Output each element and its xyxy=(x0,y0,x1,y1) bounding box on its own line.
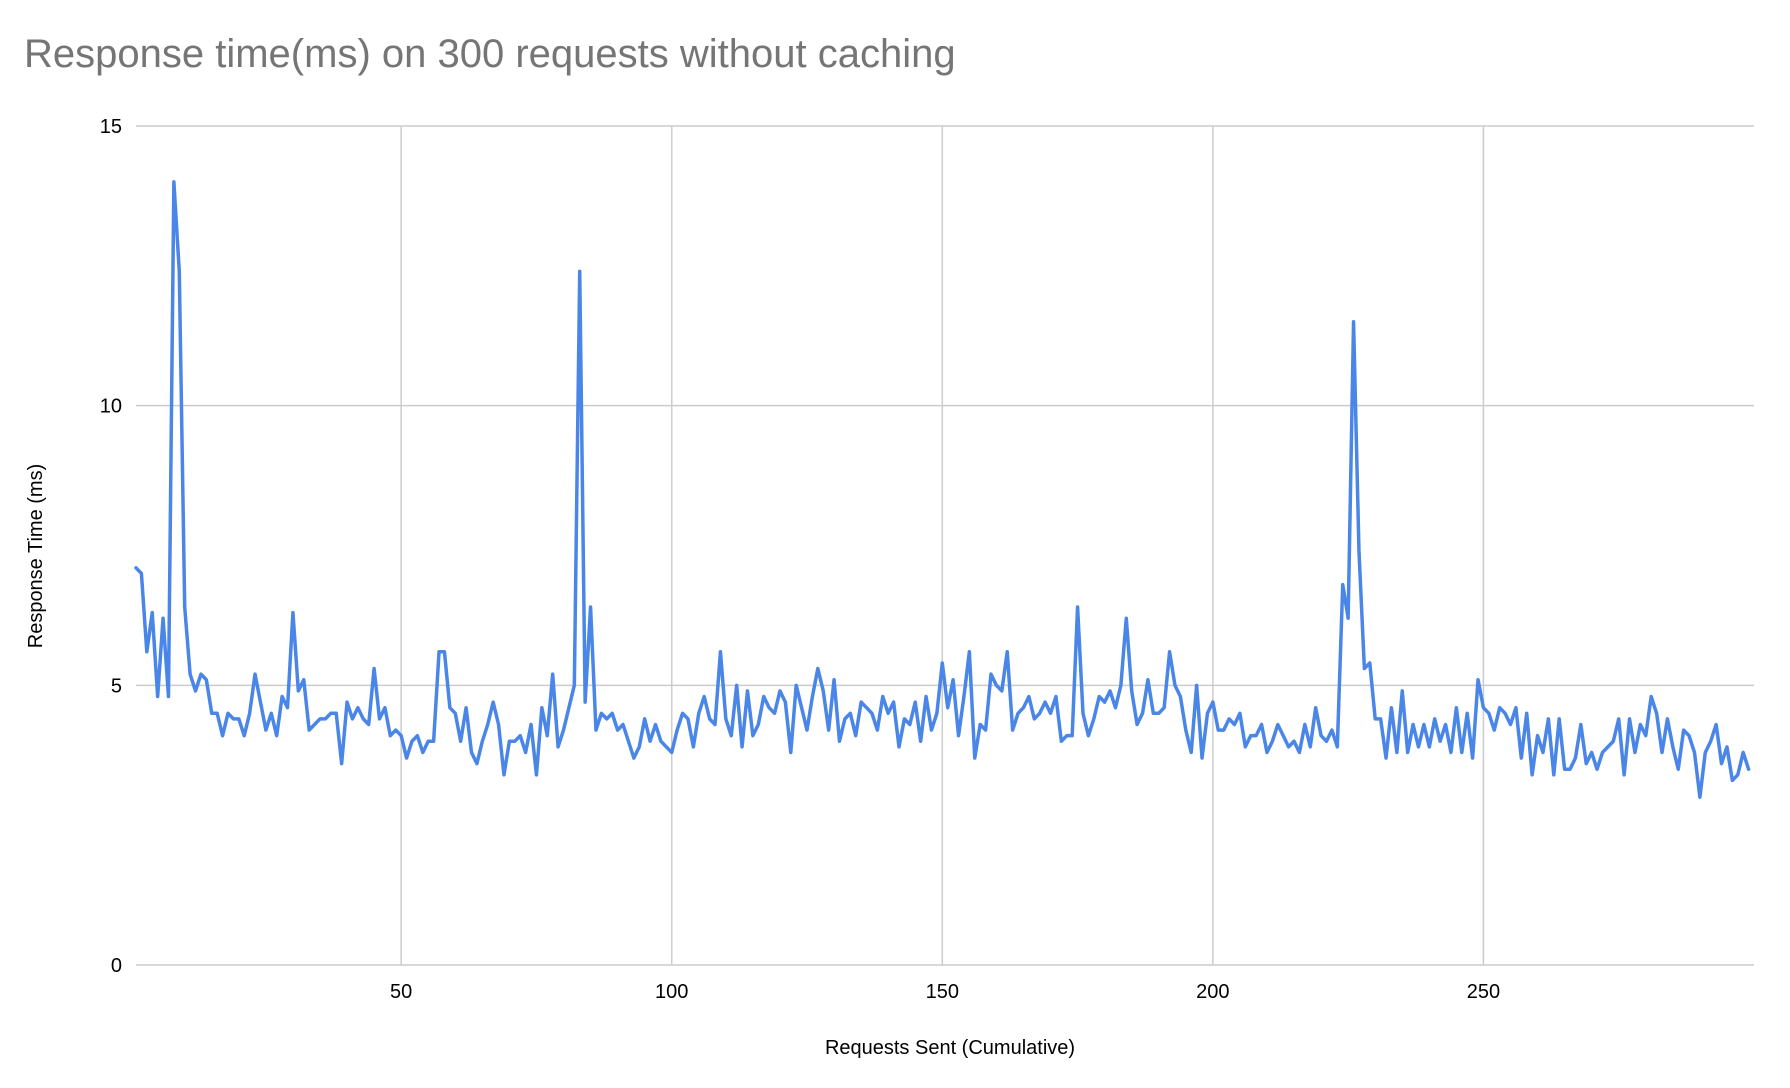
y-axis-title: Response Time (ms) xyxy=(25,464,47,649)
x-tick-label: 200 xyxy=(1196,981,1229,1003)
series-line xyxy=(134,180,1751,799)
x-tick-label: 150 xyxy=(926,981,959,1003)
y-axis-ticks: 0 5 10 15 xyxy=(100,116,122,977)
x-tick-label: 50 xyxy=(390,981,412,1003)
y-tick-label: 10 xyxy=(100,396,122,418)
x-tick-label: 250 xyxy=(1467,981,1500,1003)
y-tick-label: 0 xyxy=(111,955,122,977)
y-tick-label: 15 xyxy=(100,116,122,138)
series-layer xyxy=(134,180,1751,799)
chart-title: Response time(ms) on 300 requests withou… xyxy=(24,32,956,76)
y-tick-label: 5 xyxy=(111,675,122,697)
x-axis-title: Requests Sent (Cumulative) xyxy=(825,1037,1075,1059)
gridlines xyxy=(136,125,1754,966)
x-axis-ticks: 50 100 150 200 250 xyxy=(390,981,1500,1003)
x-tick-label: 100 xyxy=(655,981,688,1003)
